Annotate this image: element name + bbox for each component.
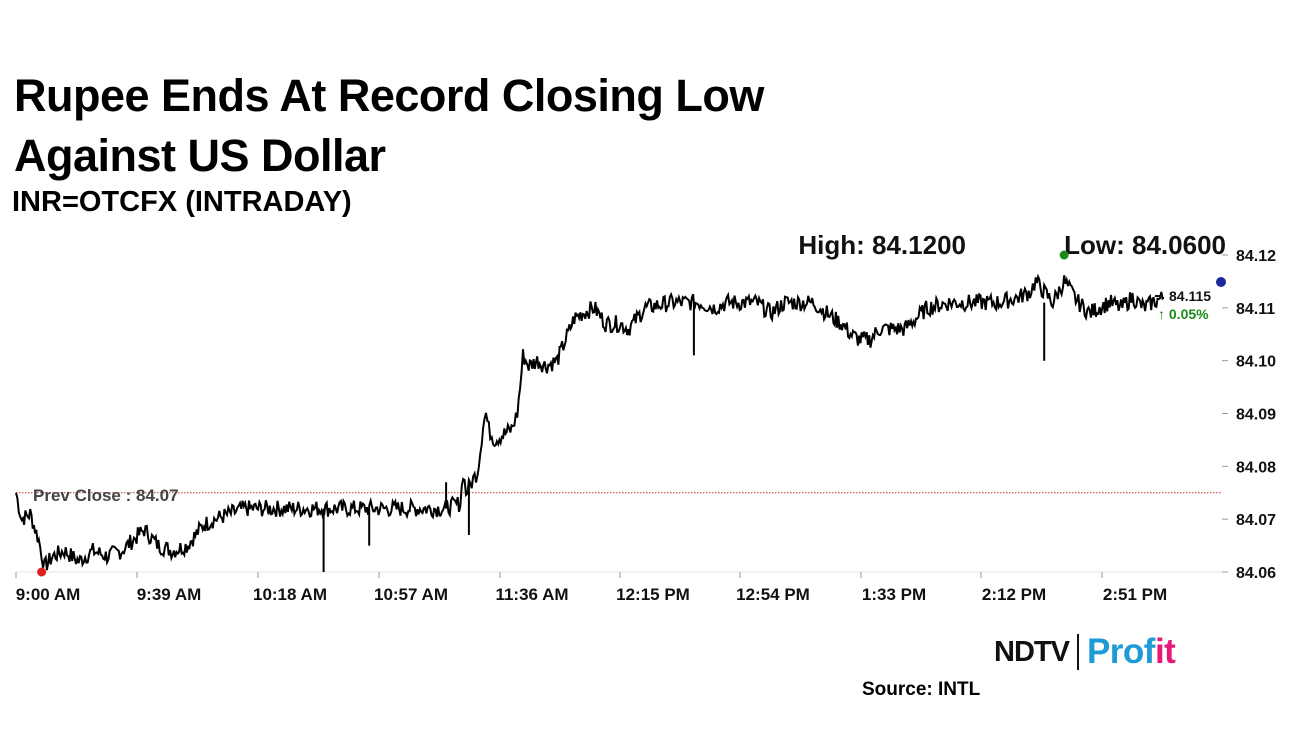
x-tick-label: 12:15 PM: [616, 585, 690, 604]
x-tick-label: 9:00 AM: [16, 585, 81, 604]
prev-close-label: Prev Close : 84.07: [33, 486, 179, 505]
x-tick-label: 2:51 PM: [1103, 585, 1167, 604]
logo-divider: [1076, 634, 1079, 670]
high-point-marker: [1059, 250, 1069, 260]
source-note: Source: INTL: [862, 679, 981, 700]
low-label: Low: 84.0600: [1064, 230, 1226, 260]
ndtv-profit-logo: NDTV Profit: [994, 630, 1176, 674]
y-tick-label: 84.10: [1236, 354, 1276, 371]
last-point-marker: [1216, 277, 1226, 287]
x-tick-label: 10:18 AM: [253, 585, 327, 604]
x-tick-label: 9:39 AM: [137, 585, 202, 604]
x-tick-label: 1:33 PM: [862, 585, 926, 604]
last-value-label: 84.115: [1169, 288, 1211, 304]
x-tick-label: 11:36 AM: [495, 585, 568, 604]
change-percent-label: ↑ 0.05%: [1158, 306, 1209, 322]
x-tick-label: 12:54 PM: [736, 585, 810, 604]
low-point-marker: [37, 567, 47, 577]
y-tick-label: 84.08: [1236, 459, 1276, 476]
y-tick-label: 84.06: [1236, 565, 1276, 582]
axis-layer: 9:00 AM 9:39 AM 10:18 AM 10:57 AM 11:36 AM 12…: [15, 248, 1276, 604]
x-tick-label: 10:57 AM: [374, 585, 448, 604]
price-series-line: [15, 273, 1165, 572]
chart-subtitle: INR=OTCFX (INTRADAY): [12, 186, 352, 218]
y-tick-label: 84.07: [1236, 512, 1276, 529]
y-tick-label: 84.12: [1236, 248, 1276, 265]
logo-ndtv-text: NDTV: [994, 635, 1070, 668]
x-tick-label: 2:12 PM: [982, 585, 1046, 604]
high-label: High: 84.1200: [798, 230, 966, 260]
logo-profit-text: Profit: [1086, 632, 1176, 671]
y-tick-label: 84.11: [1236, 301, 1275, 318]
y-tick-label: 84.09: [1236, 407, 1276, 424]
chart-headline: Rupee Ends At Record Closing Low Against…: [14, 70, 764, 181]
